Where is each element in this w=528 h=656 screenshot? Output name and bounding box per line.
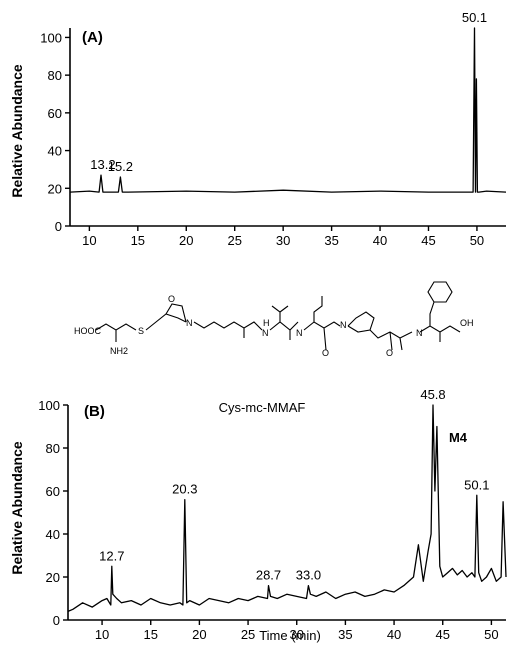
atom-n-succinimide: N: [186, 318, 193, 328]
y-tick-label-b: 60: [46, 484, 60, 499]
x-tick-label-b: 45: [435, 627, 449, 642]
atom-oh: OH: [460, 318, 474, 328]
atom-n-pyrrolidine: N: [340, 320, 347, 330]
x-tick-label-b: 30: [289, 627, 303, 642]
atom-o-methoxy: O: [322, 348, 329, 358]
y-tick-label-a: 80: [48, 68, 62, 83]
y-tick-label-a: 60: [48, 106, 62, 121]
peak-label-b: 28.7: [256, 568, 281, 583]
chemical-structure: HOOC NH2 S N O N H N O N O N OH: [74, 281, 474, 358]
atom-o-methoxy-2: O: [386, 348, 393, 358]
peak-label-b: 50.1: [464, 477, 489, 492]
x-tick-label-b: 10: [95, 627, 109, 642]
y-tick-label-b: 100: [38, 398, 60, 413]
annotations-b: 12.7 20.3 28.7 33.0 45.8 M4 50.1: [99, 387, 489, 583]
y-tick-label-a: 0: [55, 219, 62, 234]
ticks-b: 10 15 20 25 30 35 40 45 50 0 20 40 60 80 100: [38, 398, 498, 642]
atom-n-phe: N: [416, 328, 423, 338]
axes-b: [67, 405, 506, 621]
y-tick-label-b: 80: [46, 441, 60, 456]
peak-label-b: M4: [449, 430, 468, 445]
chart-panel-b: (B) Cys-mc-MMAF Relative Abundance Time …: [9, 387, 507, 643]
x-tick-label-b: 35: [338, 627, 352, 642]
y-tick-label-a: 100: [40, 30, 62, 45]
trace-line-b: [67, 404, 507, 612]
trace-line-a: [69, 27, 507, 193]
x-tick-label-a: 20: [179, 233, 193, 248]
x-tick-label-a: 35: [324, 233, 338, 248]
x-tick-label-b: 15: [143, 627, 157, 642]
x-tick-label-b: 50: [484, 627, 498, 642]
peak-label-a: 50.1: [462, 10, 487, 25]
atom-o-succinimide: O: [168, 294, 175, 304]
x-tick-label-b: 40: [387, 627, 401, 642]
y-axis-label-a: Relative Abundance: [9, 64, 25, 198]
peak-label-b: 33.0: [296, 568, 321, 583]
atom-n-amide-2: N: [296, 328, 303, 338]
peak-label-b: 12.7: [99, 548, 124, 563]
peak-label-a: 13.2: [90, 157, 115, 172]
chart-title-b: Cys-mc-MMAF: [219, 400, 306, 415]
x-tick-label-a: 25: [227, 233, 241, 248]
bond-chain: [95, 281, 461, 351]
x-tick-label-a: 45: [421, 233, 435, 248]
x-tick-label-a: 15: [131, 233, 145, 248]
atom-s: S: [138, 326, 144, 336]
peak-label-b: 20.3: [172, 482, 197, 497]
atom-n-amide-1: N: [262, 328, 269, 338]
x-tick-label-a: 10: [82, 233, 96, 248]
y-tick-label-a: 20: [48, 181, 62, 196]
peak-label-a: 15.2: [108, 159, 133, 174]
peak-label-b: 45.8: [420, 387, 445, 402]
atom-nh2: NH2: [110, 346, 128, 356]
y-tick-label-a: 40: [48, 144, 62, 159]
axes-a: [69, 28, 506, 227]
chart-panel-a: (A) Relative Abundance 10 15 20 25 30 35 40 45 5…: [9, 10, 507, 248]
x-tick-label-a: 30: [276, 233, 290, 248]
y-tick-label-b: 40: [46, 527, 60, 542]
annotations-a: 13.215.2 50.1: [90, 10, 487, 174]
atom-hooc: HOOC: [74, 326, 102, 336]
panel-label-a: (A): [82, 29, 103, 46]
x-tick-label-b: 20: [192, 627, 206, 642]
structure-bonds: [95, 281, 461, 351]
x-tick-label-a: 50: [470, 233, 484, 248]
y-tick-label-b: 20: [46, 570, 60, 585]
atom-h-amide: H: [263, 318, 270, 328]
y-axis-label-b: Relative Abundance: [9, 441, 25, 575]
x-tick-label-b: 25: [241, 627, 255, 642]
x-tick-label-a: 40: [373, 233, 387, 248]
x-axis-label-b: Time (min): [259, 628, 321, 643]
ticks-a: 10 15 20 25 30 35 40 45 50 0 20 40 60 80 100: [40, 30, 484, 248]
y-tick-label-b: 0: [53, 613, 60, 628]
panel-label-b: (B): [84, 403, 105, 420]
